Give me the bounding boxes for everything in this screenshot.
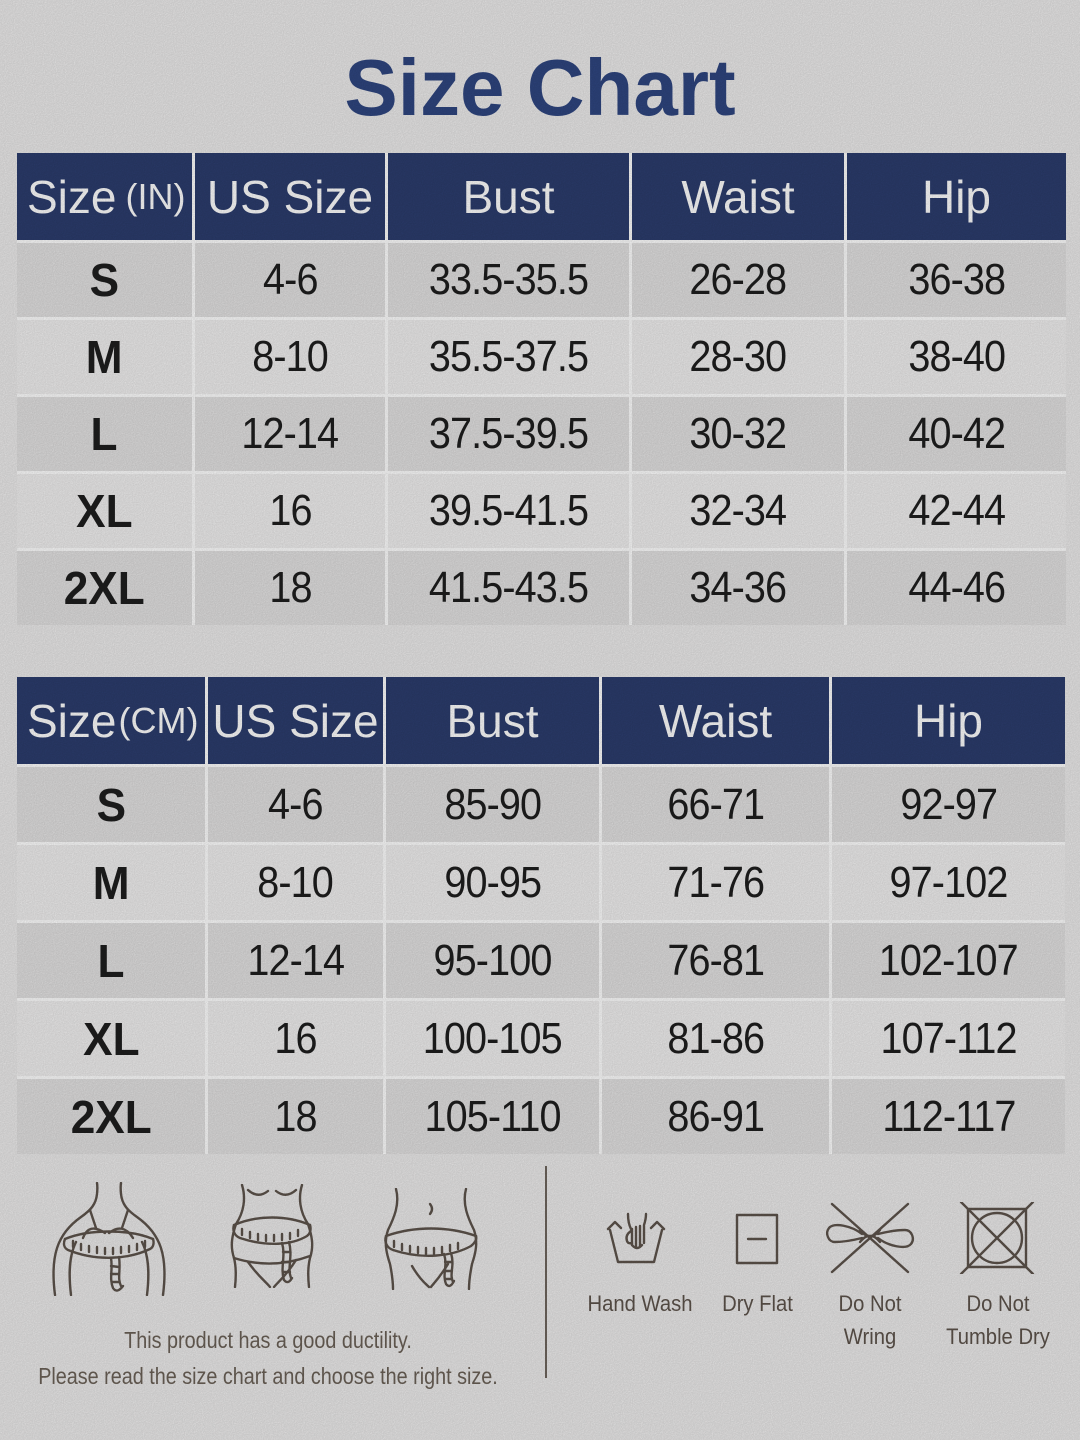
do-not-tumble-dry-icon bbox=[958, 1202, 1036, 1274]
header-waist: Waist bbox=[632, 153, 844, 240]
do-not-wring-label: Do Not Wring bbox=[838, 1291, 902, 1349]
us-size-cell: 18 bbox=[208, 1079, 383, 1154]
header-us-size: US Size bbox=[195, 153, 385, 240]
bust-cell: 90-95 bbox=[386, 845, 599, 920]
do-not-tumble-dry-label: Do Not Tumble Dry bbox=[946, 1291, 1050, 1349]
product-note: This product has a good ductility. Pleas… bbox=[10, 1322, 526, 1394]
waist-cell: 32-34 bbox=[632, 474, 844, 548]
us-size-cell: 16 bbox=[195, 474, 385, 548]
us-size-cell: 8-10 bbox=[208, 845, 383, 920]
bust-cell: 41.5-43.5 bbox=[388, 551, 629, 625]
do-not-wring-icon bbox=[824, 1200, 916, 1276]
dry-flat-label: Dry Flat bbox=[722, 1291, 793, 1316]
waist-cell: 30-32 bbox=[632, 397, 844, 471]
header-size-unit: (CM) bbox=[118, 699, 199, 741]
us-size-cell: 16 bbox=[208, 1001, 383, 1076]
size-cell: L bbox=[17, 923, 205, 998]
hip-cell: 40-42 bbox=[847, 397, 1066, 471]
waist-cell: 76-81 bbox=[602, 923, 829, 998]
hip-cell: 38-40 bbox=[847, 320, 1066, 394]
us-size-cell: 18 bbox=[195, 551, 385, 625]
hip-cell: 44-46 bbox=[847, 551, 1066, 625]
header-hip: Hip bbox=[832, 677, 1065, 764]
hip-measure-illustration bbox=[378, 1188, 484, 1290]
size-cell: S bbox=[17, 243, 192, 317]
header-size-unit: (IN) bbox=[125, 175, 186, 217]
header-bust: Bust bbox=[386, 677, 599, 764]
bust-cell: 85-90 bbox=[386, 767, 599, 842]
waist-cell: 34-36 bbox=[632, 551, 844, 625]
bust-cell: 35.5-37.5 bbox=[388, 320, 629, 394]
us-size-cell: 4-6 bbox=[208, 767, 383, 842]
header-size-cm: Size (CM) bbox=[17, 677, 205, 764]
size-table-centimeters: Size (CM) US Size Bust Waist Hip S 4-6 8… bbox=[17, 677, 1065, 1154]
size-cell: L bbox=[17, 397, 192, 471]
header-size-in: Size (IN) bbox=[17, 153, 192, 240]
waist-cell: 81-86 bbox=[602, 1001, 829, 1076]
waist-cell: 28-30 bbox=[632, 320, 844, 394]
header-us-size: US Size bbox=[208, 677, 383, 764]
header-waist: Waist bbox=[602, 677, 829, 764]
hip-cell: 92-97 bbox=[832, 767, 1065, 842]
waist-cell: 66-71 bbox=[602, 767, 829, 842]
hand-wash-icon bbox=[606, 1212, 666, 1268]
dry-flat-icon bbox=[735, 1213, 779, 1265]
header-size-label: Size bbox=[27, 170, 117, 223]
size-table-inches: Size (IN) US Size Bust Waist Hip S 4-6 3… bbox=[17, 153, 1066, 625]
footer-divider bbox=[545, 1166, 547, 1378]
page-title: Size Chart bbox=[344, 43, 736, 132]
size-cell: M bbox=[17, 845, 205, 920]
us-size-cell: 8-10 bbox=[195, 320, 385, 394]
size-cell: 2XL bbox=[17, 551, 192, 625]
header-size-label: Size bbox=[27, 694, 117, 747]
waist-cell: 26-28 bbox=[632, 243, 844, 317]
header-hip: Hip bbox=[847, 153, 1066, 240]
bust-cell: 33.5-35.5 bbox=[388, 243, 629, 317]
waist-cell: 86-91 bbox=[602, 1079, 829, 1154]
size-cell: 2XL bbox=[17, 1079, 205, 1154]
size-cell: XL bbox=[17, 474, 192, 548]
hand-wash-label: Hand Wash bbox=[587, 1291, 693, 1316]
header-bust: Bust bbox=[388, 153, 629, 240]
size-cell: S bbox=[17, 767, 205, 842]
bust-cell: 39.5-41.5 bbox=[388, 474, 629, 548]
bust-cell: 105-110 bbox=[386, 1079, 599, 1154]
waist-cell: 71-76 bbox=[602, 845, 829, 920]
size-cell: M bbox=[17, 320, 192, 394]
hip-cell: 107-112 bbox=[832, 1001, 1065, 1076]
note-line-1: This product has a good ductility. bbox=[124, 1327, 412, 1353]
us-size-cell: 4-6 bbox=[195, 243, 385, 317]
note-line-2: Please read the size chart and choose th… bbox=[38, 1363, 498, 1389]
hip-cell: 42-44 bbox=[847, 474, 1066, 548]
hip-cell: 102-107 bbox=[832, 923, 1065, 998]
hip-cell: 97-102 bbox=[832, 845, 1065, 920]
bust-cell: 100-105 bbox=[386, 1001, 599, 1076]
bust-cell: 37.5-39.5 bbox=[388, 397, 629, 471]
us-size-cell: 12-14 bbox=[195, 397, 385, 471]
size-cell: XL bbox=[17, 1001, 205, 1076]
hip-cell: 112-117 bbox=[832, 1079, 1065, 1154]
us-size-cell: 12-14 bbox=[208, 923, 383, 998]
waist-measure-illustration bbox=[222, 1184, 322, 1288]
hip-cell: 36-38 bbox=[847, 243, 1066, 317]
bust-measure-illustration bbox=[45, 1182, 173, 1296]
bust-cell: 95-100 bbox=[386, 923, 599, 998]
